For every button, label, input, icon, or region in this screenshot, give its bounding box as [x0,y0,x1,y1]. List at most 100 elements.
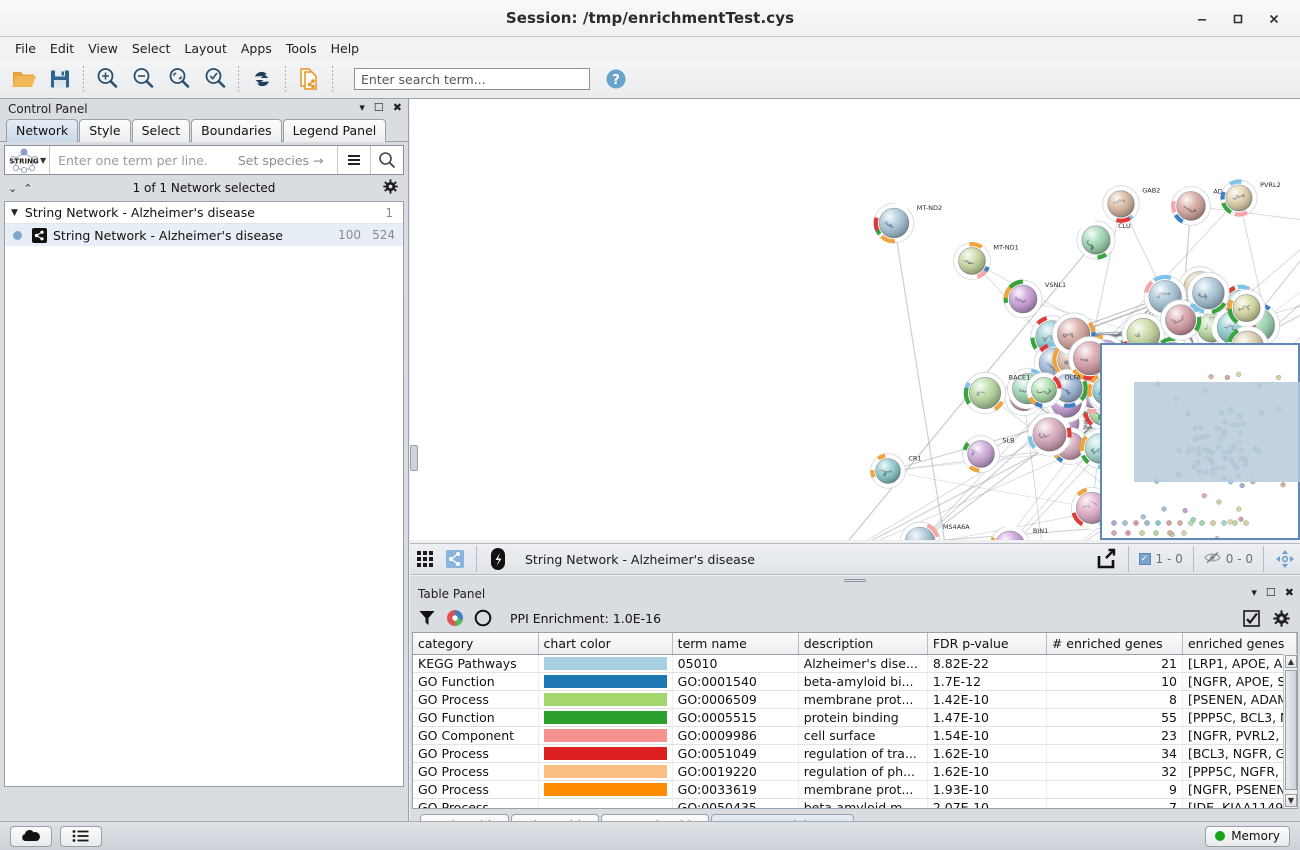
collapse-all-icon[interactable]: ⌄ [8,181,18,195]
selected-nodes-count[interactable]: ✓ 1 - 0 [1135,552,1187,566]
table-row[interactable]: GO Process GO:0019220 regulation of ph... 1… [413,762,1297,781]
table-row[interactable]: GO Process GO:0006509 membrane prot... 1.42… [413,690,1297,709]
table-row[interactable]: GO Component GO:0009986 cell surface 1.54E-… [413,726,1297,745]
graph-node[interactable]: GAB2 [1102,185,1161,223]
float-icon[interactable]: ☐ [373,101,384,114]
save-icon[interactable] [42,62,78,96]
share-network-icon[interactable] [440,544,470,574]
close-icon[interactable] [1256,4,1292,34]
scroll-up-icon[interactable]: ▲ [1285,655,1297,668]
menu-help[interactable]: Help [330,40,360,56]
cloud-status-icon[interactable] [10,825,52,847]
hamburger-menu-icon[interactable] [338,146,370,174]
help-icon[interactable]: ? [604,67,628,91]
donut-chart-icon[interactable] [474,609,492,627]
menu-apps[interactable]: Apps [240,40,272,56]
graph-node[interactable] [1160,299,1202,341]
menu-tools[interactable]: Tools [285,40,317,56]
chart-color-icon[interactable] [446,609,464,627]
graph-node[interactable] [1027,412,1072,457]
chevron-down-icon[interactable]: ▼ [11,207,18,218]
grid-layout-icon[interactable] [410,544,440,574]
fit-content-icon[interactable] [1270,544,1300,574]
graph-node[interactable] [1227,289,1266,328]
graph-node[interactable]: OLFA [1026,372,1081,408]
graph-node[interactable]: MT-ND2 [873,202,942,244]
gear-icon[interactable] [383,179,398,198]
minimap-viewport[interactable] [1134,382,1300,482]
menu-layout[interactable]: Layout [184,40,227,56]
string-term-input[interactable]: Enter one term per line. Set species → [50,153,337,168]
graph-node[interactable]: PVRL2 [1220,179,1281,217]
menu-view[interactable]: View [88,40,118,56]
horizontal-splitter[interactable] [410,576,1300,584]
tab-select[interactable]: Select [131,119,191,142]
tab-boundaries[interactable]: Boundaries [191,119,282,142]
column-header-enriched-genes[interactable]: enriched genes [1182,633,1297,655]
close-icon[interactable]: ✖ [1284,586,1294,599]
memory-status[interactable]: Memory [1205,825,1290,847]
tab-style[interactable]: Style [79,119,131,142]
network-overview-minimap[interactable] [1100,343,1300,540]
table-row[interactable]: GO Function GO:0001540 beta-amyloid bi... 1… [413,672,1297,691]
open-folder-icon[interactable] [6,62,42,96]
task-list-icon[interactable] [60,825,102,847]
network-group-row[interactable]: ▼ String Network - Alzheimer's disease 1 [5,202,403,224]
graph-node[interactable]: CLU [1076,220,1131,260]
string-logo-icon[interactable]: STRING [5,146,43,174]
graph-node[interactable] [1187,271,1230,315]
table-row[interactable]: GO Function GO:0005515 protein binding 1.47… [413,708,1297,727]
panel-resize-handle[interactable] [410,445,418,471]
filter-icon[interactable] [418,609,436,627]
table-row[interactable]: GO Process GO:0051049 regulation of tra...… [413,744,1297,763]
minimize-icon[interactable] [1184,4,1220,34]
zoom-selected-icon[interactable] [197,62,233,96]
chevron-down-icon[interactable]: ▾ [359,101,365,114]
column-header-enriched-count[interactable]: # enriched genes [1046,633,1183,655]
tab-legend-panel[interactable]: Legend Panel [282,119,387,142]
menu-edit[interactable]: Edit [49,40,75,56]
zoom-fit-icon[interactable] [161,62,197,96]
search-icon[interactable] [371,146,403,174]
column-header-chart-color[interactable]: chart color [538,633,673,655]
graph-node[interactable]: SLB [962,435,1015,473]
gear-icon[interactable] [1273,609,1290,627]
network-item-row[interactable]: String Network - Alzheimer's disease 100… [5,224,403,246]
export-network-icon[interactable] [291,62,327,96]
annotation-icon[interactable] [483,544,513,574]
table-vertical-scrollbar[interactable]: ▲ ▼ [1283,654,1297,808]
graph-node[interactable]: MS4A6A [899,521,970,540]
graph-node[interactable]: VSNL1 [1003,279,1066,319]
graph-node[interactable]: BIN1 [990,525,1048,540]
table-row[interactable]: KEGG Pathways 05010 Alzheimer's dise... 8.8… [413,654,1297,673]
graph-node[interactable]: MT-ND1 [953,242,1019,280]
export-image-icon[interactable] [1092,544,1122,574]
table-row[interactable]: GO Process GO:0033619 membrane prot... 1.93… [413,780,1297,799]
select-all-icon[interactable] [1243,609,1260,627]
graph-node[interactable]: BACE1 [963,371,1030,415]
enrichment-table-wrapper[interactable]: category chart color term name descripti… [412,632,1298,809]
column-header-description[interactable]: description [798,633,928,655]
column-header-term-name[interactable]: term name [672,633,799,655]
set-species-link[interactable]: Set species → [237,152,324,168]
chevron-down-icon[interactable]: ▼ [40,155,47,165]
menu-select[interactable]: Select [131,40,171,56]
search-input[interactable]: Enter search term... [354,67,590,90]
chevron-down-icon[interactable]: ▾ [1251,586,1257,599]
column-header-fdr-pvalue[interactable]: FDR p-value [927,633,1047,655]
network-view[interactable]: MT-ND2MT-ND1VSNL1CLUGAB2ADAMTS2PVRL2TOMM… [410,99,1300,540]
graph-node[interactable]: CADPS2 [1070,486,1142,530]
zoom-in-icon[interactable] [89,62,125,96]
graph-node[interactable]: CR1 [870,453,922,489]
refresh-icon[interactable] [244,62,280,96]
table-row[interactable]: GO Process GO:0050435 beta-amyloid m... 2.0… [413,798,1297,808]
expand-all-icon[interactable]: ⌃ [23,181,33,195]
scroll-down-icon[interactable]: ▼ [1285,794,1297,807]
tab-network[interactable]: Network [6,119,79,142]
close-icon[interactable]: ✖ [392,101,402,114]
zoom-out-icon[interactable] [125,62,161,96]
menu-file[interactable]: File [15,40,36,56]
maximize-icon[interactable] [1220,4,1256,34]
scrollbar-thumb[interactable] [1285,670,1297,790]
float-icon[interactable]: ☐ [1265,586,1276,599]
